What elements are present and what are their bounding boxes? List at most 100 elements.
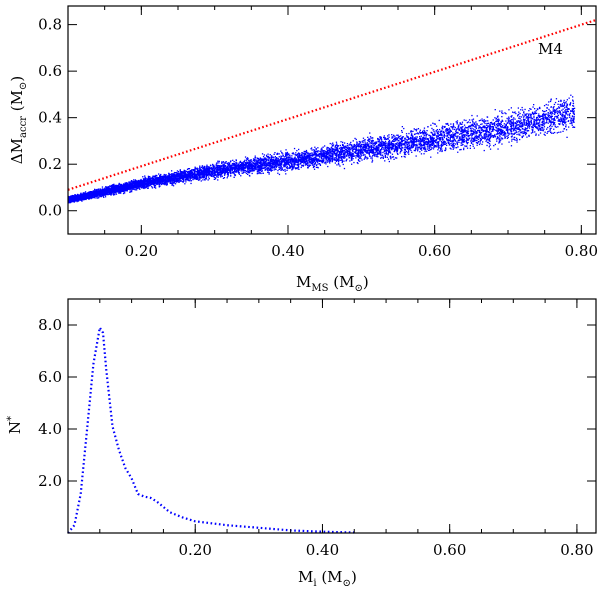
scatter-point [536, 126, 538, 128]
scatter-point [400, 140, 403, 143]
scatter-point [292, 168, 294, 170]
scatter-point [459, 130, 462, 132]
scatter-point [376, 155, 378, 158]
scatter-point [399, 141, 402, 144]
scatter-point [336, 150, 338, 152]
scatter-point [332, 157, 334, 159]
scatter-point [218, 160, 220, 162]
scatter-point [173, 173, 176, 175]
scatter-point [458, 124, 460, 126]
scatter-point [379, 137, 381, 139]
scatter-point [485, 127, 488, 129]
scatter-point [438, 119, 440, 122]
scatter-point [384, 138, 386, 140]
scatter-point [344, 151, 346, 153]
scatter-point [368, 148, 370, 150]
scatter-point [249, 163, 251, 166]
scatter-point [355, 138, 357, 141]
scatter-point [408, 147, 410, 150]
scatter-point [371, 142, 373, 144]
scatter-point [501, 119, 503, 121]
scatter-point [387, 154, 389, 156]
scatter-point [475, 136, 477, 138]
scatter-point [465, 140, 467, 142]
scatter-point [364, 157, 366, 159]
scatter-point [191, 169, 193, 171]
scatter-point [428, 149, 431, 151]
scatter-point [462, 129, 465, 131]
scatter-point [357, 148, 359, 150]
scatter-point [397, 134, 399, 136]
scatter-point [567, 110, 569, 113]
scatter-point [367, 144, 369, 146]
scatter-point [323, 160, 325, 162]
scatter-point [172, 182, 174, 184]
scatter-point [267, 163, 269, 165]
scatter-point [366, 156, 368, 158]
scatter-point [495, 120, 498, 122]
scatter-point [300, 160, 302, 162]
scatter-point [552, 132, 554, 134]
scatter-point [498, 119, 500, 121]
scatter-point [451, 140, 453, 142]
scatter-point [547, 131, 549, 133]
scatter-point [206, 169, 208, 171]
scatter-point [292, 152, 294, 154]
scatter-point [417, 132, 419, 134]
scatter-point [510, 126, 513, 128]
scatter-point [531, 126, 533, 128]
scatter-point [359, 157, 361, 159]
scatter-point [405, 147, 407, 149]
scatter-point [250, 168, 252, 170]
scatter-point [532, 106, 534, 108]
scatter-point [81, 200, 83, 202]
scatter-point [467, 133, 469, 135]
scatter-point [357, 145, 359, 147]
scatter-point [502, 125, 504, 127]
scatter-point [444, 149, 447, 152]
scatter-point [380, 138, 383, 140]
scatter-point [559, 111, 561, 114]
scatter-point [297, 163, 299, 166]
scatter-point [286, 154, 289, 156]
scatter-point [555, 111, 557, 113]
scatter-point [521, 106, 523, 109]
scatter-point [351, 156, 353, 158]
scatter-points-layer [68, 94, 576, 204]
scatter-point [329, 151, 331, 153]
scatter-point [145, 187, 147, 189]
scatter-point [425, 137, 427, 139]
panel-accreted-mass-vs-ms-mass: 0.20 0.40 0.60 0.800.00.20.40.60.8 M4 MMS (… [8, 5, 598, 294]
scatter-point [332, 144, 335, 146]
scatter-point [512, 120, 514, 122]
scatter-point [554, 119, 556, 121]
scatter-point [356, 145, 358, 148]
scatter-point [572, 105, 575, 107]
scatter-point [315, 150, 317, 153]
scatter-point [160, 183, 163, 186]
scatter-point [253, 159, 255, 161]
scatter-point [250, 159, 252, 161]
scatter-point [549, 116, 551, 118]
scatter-point [275, 163, 277, 165]
scatter-point [497, 123, 499, 125]
scatter-point [187, 168, 189, 170]
scatter-point [416, 136, 418, 138]
scatter-point [278, 156, 280, 158]
scatter-point [286, 156, 288, 158]
scatter-point [206, 165, 208, 168]
scatter-point [374, 151, 376, 154]
scatter-point [532, 111, 534, 113]
scatter-point [534, 111, 536, 113]
scatter-point [89, 197, 91, 199]
scatter-point [467, 138, 469, 140]
scatter-point [471, 124, 473, 127]
scatter-point [494, 133, 496, 136]
scatter-point [447, 136, 450, 139]
scatter-point [293, 165, 295, 168]
scatter-point [110, 192, 112, 194]
scatter-point [385, 153, 387, 155]
scatter-point [217, 179, 219, 181]
scatter-point [371, 158, 373, 160]
scatter-point [326, 159, 328, 161]
